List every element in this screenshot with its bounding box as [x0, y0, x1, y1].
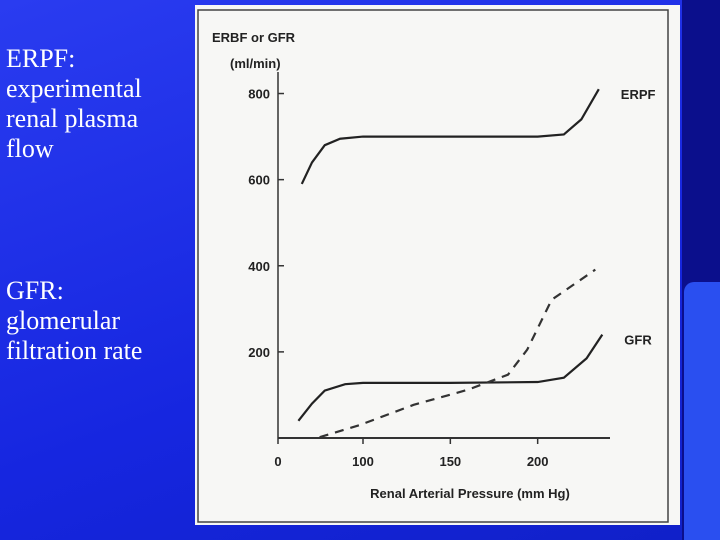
y-tick-label: 200: [248, 345, 270, 360]
series-label: ERPF: [621, 87, 656, 102]
series-label: GFR: [624, 333, 652, 348]
note: GFR: glomerular filtration rate: [6, 276, 143, 365]
x-tick-label: 150: [439, 454, 461, 469]
x-tick-label: 200: [527, 454, 549, 469]
x-axis-label: Renal Arterial Pressure (mm Hg): [370, 486, 570, 501]
x-tick-label: 0: [274, 454, 281, 469]
side-shape: [684, 282, 720, 540]
y-axis-label: ERBF or GFR: [212, 30, 296, 45]
chart-frame: [197, 9, 669, 523]
y-tick-label: 600: [248, 173, 270, 188]
line-series: [319, 268, 596, 439]
x-tick-label: 100: [352, 454, 374, 469]
note: ERPF: experimental renal plasma flow: [6, 44, 142, 163]
y-tick-label: 800: [248, 87, 270, 102]
line-series: [297, 334, 604, 422]
line-series: [300, 88, 600, 185]
y-axis-label: (ml/min): [230, 56, 281, 71]
y-tick-label: 400: [248, 259, 270, 274]
